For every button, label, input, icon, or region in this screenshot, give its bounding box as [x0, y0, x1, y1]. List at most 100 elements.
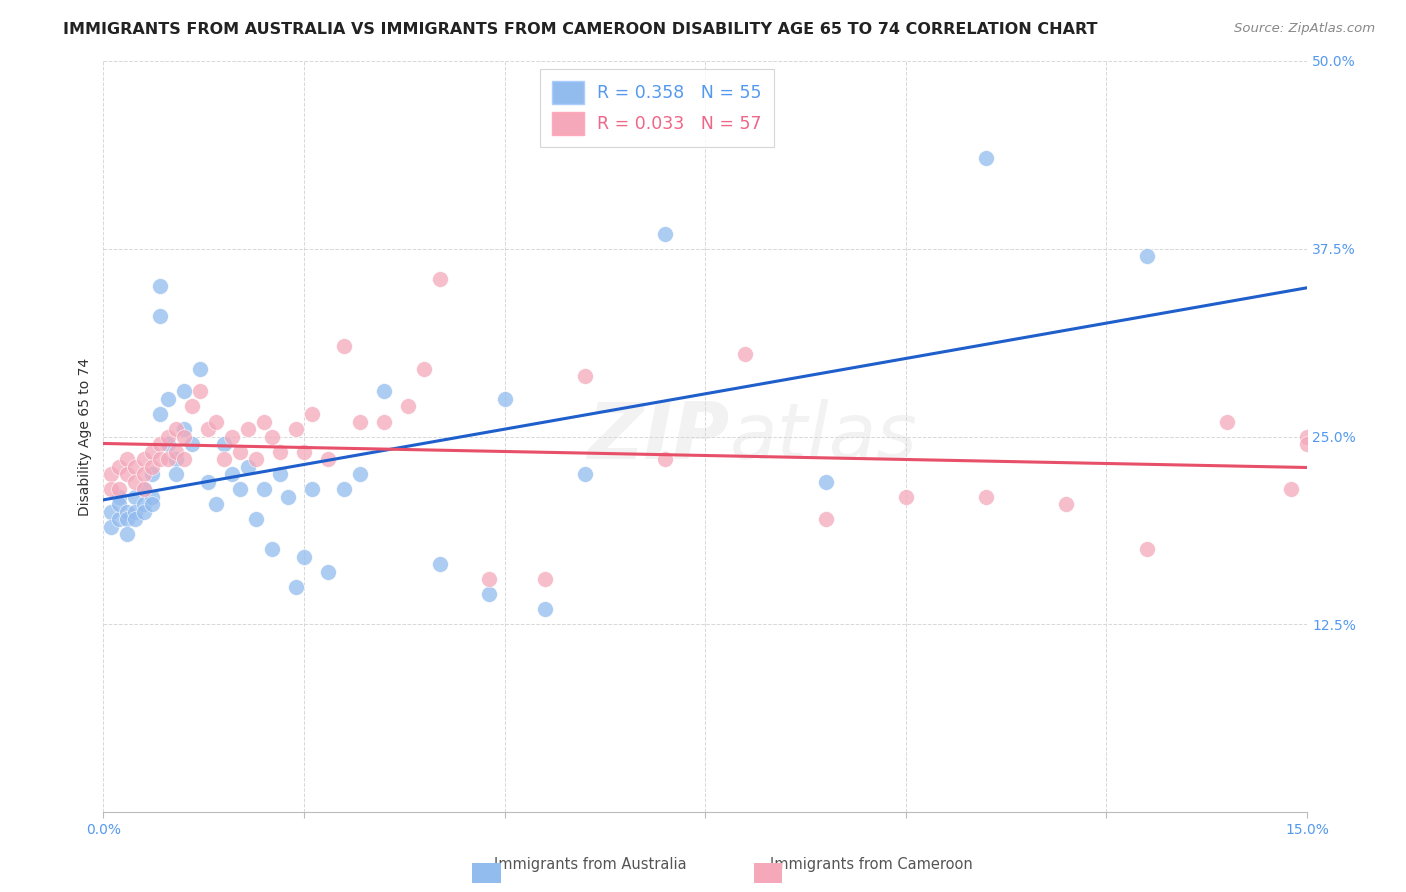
Point [124, 512, 146, 526]
Point [429, 271, 451, 285]
Point [1279, 482, 1302, 496]
Point [188, 384, 211, 399]
Point [173, 422, 195, 436]
Point [173, 384, 195, 399]
Point [292, 549, 315, 564]
Point [1054, 497, 1077, 511]
Point [221, 467, 243, 482]
Point [814, 475, 837, 489]
Point [260, 429, 283, 443]
Point [132, 452, 155, 467]
Point [117, 512, 139, 526]
Point [108, 459, 131, 474]
Point [894, 490, 917, 504]
Point [316, 565, 339, 579]
Text: ZIP: ZIP [588, 399, 730, 475]
Point [124, 490, 146, 504]
Point [277, 490, 299, 504]
Point [100, 505, 122, 519]
Point [245, 452, 267, 467]
Text: IMMIGRANTS FROM AUSTRALIA VS IMMIGRANTS FROM CAMEROON DISABILITY AGE 65 TO 74 CO: IMMIGRANTS FROM AUSTRALIA VS IMMIGRANTS … [63, 22, 1098, 37]
Point [533, 602, 555, 616]
Point [141, 497, 163, 511]
Point [132, 497, 155, 511]
Point [148, 279, 170, 293]
Point [156, 429, 179, 443]
Point [165, 452, 187, 467]
Point [494, 392, 516, 406]
Point [156, 392, 179, 406]
Point [117, 452, 139, 467]
Text: Source: ZipAtlas.com: Source: ZipAtlas.com [1234, 22, 1375, 36]
Point [574, 467, 596, 482]
Point [814, 512, 837, 526]
Point [533, 573, 555, 587]
Point [229, 444, 252, 458]
Text: Immigrants from Australia: Immigrants from Australia [494, 857, 688, 872]
Point [734, 347, 756, 361]
Point [316, 452, 339, 467]
Point [574, 369, 596, 384]
Point [197, 475, 219, 489]
Point [269, 444, 291, 458]
Point [141, 490, 163, 504]
Point [117, 527, 139, 541]
Point [477, 573, 499, 587]
Point [285, 580, 308, 594]
Point [301, 482, 323, 496]
Point [124, 475, 146, 489]
Point [301, 407, 323, 421]
Point [212, 452, 235, 467]
Point [292, 444, 315, 458]
Point [188, 362, 211, 376]
Point [260, 542, 283, 557]
Point [180, 437, 202, 451]
Point [477, 587, 499, 601]
Point [1136, 249, 1159, 263]
Point [148, 437, 170, 451]
Point [253, 482, 276, 496]
Point [165, 444, 187, 458]
Point [117, 467, 139, 482]
Point [108, 497, 131, 511]
Point [108, 512, 131, 526]
Point [197, 422, 219, 436]
Point [132, 482, 155, 496]
Point [173, 452, 195, 467]
Point [141, 459, 163, 474]
Point [285, 422, 308, 436]
Point [100, 482, 122, 496]
Point [236, 459, 259, 474]
Point [229, 482, 252, 496]
Point [180, 400, 202, 414]
Point [132, 505, 155, 519]
Point [221, 429, 243, 443]
Point [165, 422, 187, 436]
Point [1216, 415, 1239, 429]
Point [245, 512, 267, 526]
Point [974, 490, 997, 504]
Text: atlas: atlas [730, 399, 917, 475]
Point [132, 482, 155, 496]
Point [204, 415, 226, 429]
Point [349, 467, 371, 482]
Point [141, 467, 163, 482]
Point [396, 400, 419, 414]
Point [654, 452, 676, 467]
Point [269, 467, 291, 482]
Point [204, 497, 226, 511]
Point [1136, 542, 1159, 557]
Y-axis label: Disability Age 65 to 74: Disability Age 65 to 74 [79, 358, 93, 516]
Point [429, 558, 451, 572]
Point [413, 362, 436, 376]
Point [100, 467, 122, 482]
Point [974, 152, 997, 166]
Point [373, 384, 395, 399]
Point [236, 422, 259, 436]
Point [141, 444, 163, 458]
Point [173, 429, 195, 443]
Point [333, 482, 356, 496]
Text: Immigrants from Cameroon: Immigrants from Cameroon [770, 857, 973, 872]
Point [1296, 429, 1319, 443]
Point [1296, 437, 1319, 451]
